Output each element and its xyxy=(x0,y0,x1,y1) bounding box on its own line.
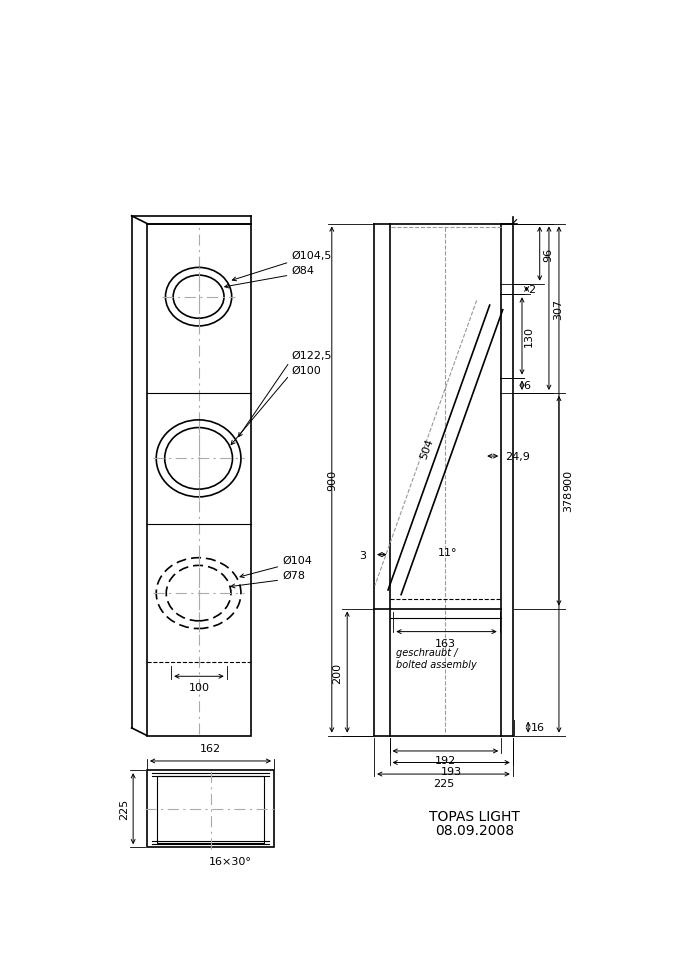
Text: 225: 225 xyxy=(433,778,454,788)
Text: 130: 130 xyxy=(524,326,533,347)
Text: 3: 3 xyxy=(360,550,367,560)
Text: 96: 96 xyxy=(543,247,554,261)
Text: 378: 378 xyxy=(563,491,573,511)
Text: Ø104: Ø104 xyxy=(283,556,312,565)
Text: 193: 193 xyxy=(440,767,462,777)
Text: Ø104,5: Ø104,5 xyxy=(292,250,332,260)
Text: geschraubt /
bolted assembly: geschraubt / bolted assembly xyxy=(395,647,477,669)
Text: 2: 2 xyxy=(528,285,536,294)
Text: 24,9: 24,9 xyxy=(505,452,530,462)
Text: TOPAS LIGHT: TOPAS LIGHT xyxy=(429,810,519,823)
Text: Ø122,5: Ø122,5 xyxy=(292,350,332,361)
Text: 504: 504 xyxy=(419,437,435,461)
Bar xyxy=(147,771,274,847)
Bar xyxy=(147,224,251,735)
Bar xyxy=(157,776,264,843)
Text: 08.09.2008: 08.09.2008 xyxy=(435,823,514,837)
Text: Ø78: Ø78 xyxy=(283,570,305,580)
Text: 225: 225 xyxy=(119,798,129,820)
Text: 900: 900 xyxy=(563,469,573,491)
Text: 11°: 11° xyxy=(438,548,457,557)
Text: 162: 162 xyxy=(200,743,221,753)
Text: Ø100: Ø100 xyxy=(292,366,321,376)
Text: 307: 307 xyxy=(553,298,563,320)
Text: 200: 200 xyxy=(332,662,342,683)
Text: Ø84: Ø84 xyxy=(292,266,315,276)
Text: 100: 100 xyxy=(188,682,209,692)
Text: 6: 6 xyxy=(524,380,531,391)
Text: 163: 163 xyxy=(435,638,456,648)
Text: 900: 900 xyxy=(327,469,337,491)
Text: 16: 16 xyxy=(531,723,545,733)
Text: 16×30°: 16×30° xyxy=(209,857,251,867)
Text: 192: 192 xyxy=(435,755,456,765)
